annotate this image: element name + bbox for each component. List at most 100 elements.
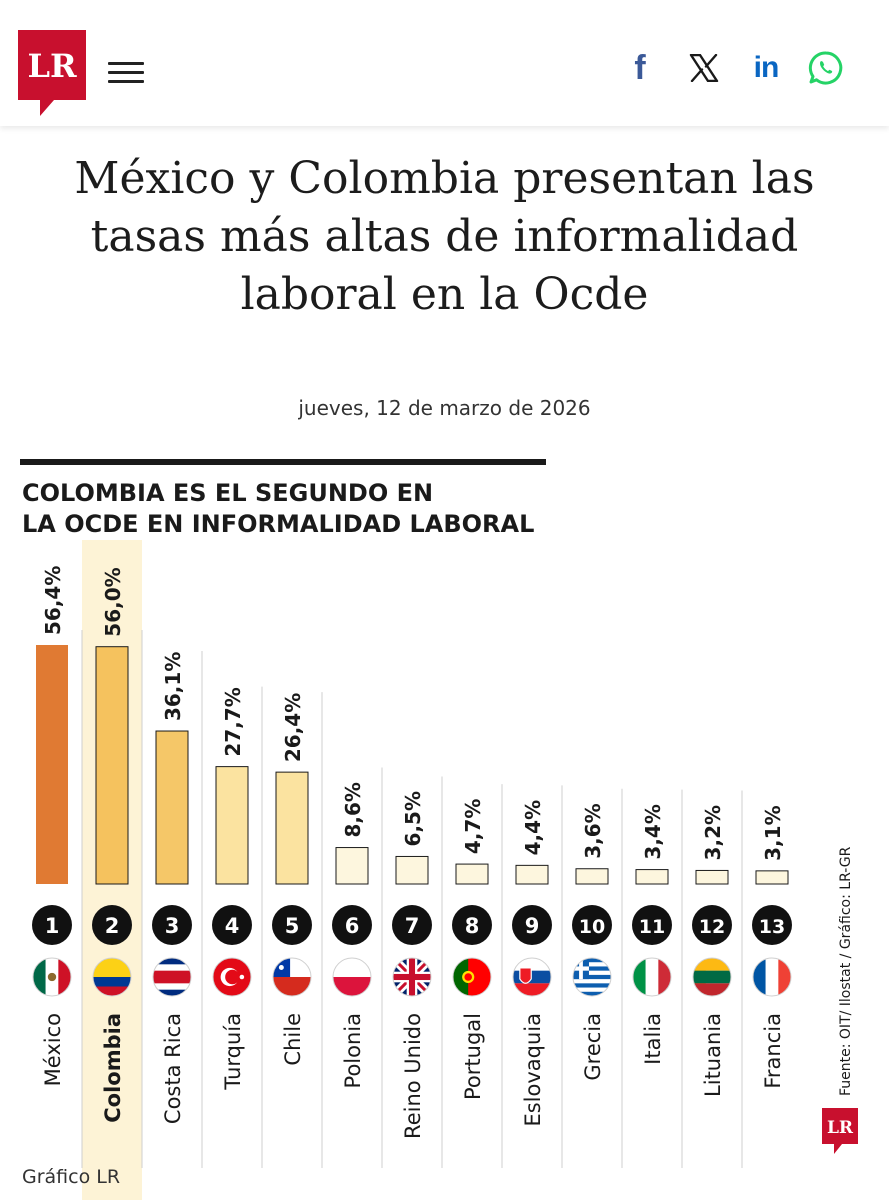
rank-number: 10 — [579, 916, 605, 938]
country-label: Lituania — [701, 1013, 725, 1097]
country-label: Francia — [761, 1013, 785, 1089]
bar — [635, 869, 669, 885]
country-label: México — [41, 1013, 65, 1086]
rank-badge — [512, 905, 552, 945]
bar-group-2: 56,0% 2 Colombia — [92, 567, 132, 1123]
chart-source: Fuente: OIT/ Ilostat / Gráfico: LR-GR — [838, 846, 854, 1096]
country-label: Polonia — [341, 1013, 365, 1088]
bar-group-3: 36,1% 3 Costa Rica — [152, 652, 192, 1124]
linkedin-icon[interactable]: in — [753, 51, 780, 84]
country-label: Turquía — [221, 1013, 245, 1091]
chart-title-line-2: LA OCDE EN INFORMALIDAD LABORAL — [22, 510, 535, 538]
flag-icon-colombia — [92, 957, 132, 997]
flag-icon-méxico — [32, 957, 72, 997]
value-label: 56,0% — [101, 567, 125, 636]
rank-badge — [692, 905, 732, 945]
hamburger-menu-icon[interactable] — [108, 60, 146, 86]
value-label: 26,4% — [281, 693, 305, 762]
country-label: Italia — [641, 1013, 665, 1065]
bar — [395, 855, 429, 885]
flag-icon-eslovaquia — [512, 957, 552, 997]
bar-group-12: 3,2% 12 Lituania — [692, 805, 732, 1097]
rank-number: 9 — [525, 914, 540, 938]
rank-badge — [632, 905, 672, 945]
rank-number: 2 — [105, 914, 120, 938]
rank-number: 13 — [759, 916, 785, 938]
lr-logo[interactable]: LR — [18, 30, 86, 116]
rank-number: 7 — [405, 914, 420, 938]
informality-bar-chart: 56,4% 1 México 56,0% 2 Colombia 36,1% 3 Costa Ri… — [32, 540, 792, 1200]
value-label: 36,1% — [161, 652, 185, 721]
value-label: 3,2% — [701, 805, 725, 860]
bar — [335, 847, 369, 885]
rank-badge — [572, 905, 612, 945]
bar — [155, 730, 189, 885]
rank-number: 4 — [225, 914, 240, 938]
whatsapp-icon[interactable] — [804, 46, 848, 90]
flag-icon-italia — [632, 957, 672, 997]
flag-icon-costa-rica — [152, 957, 192, 997]
flag-icon-grecia — [572, 957, 612, 997]
country-label: Eslovaquia — [521, 1013, 545, 1127]
bar — [575, 868, 609, 885]
bar-group-1: 56,4% 1 México — [32, 566, 72, 1086]
svg-text:LR: LR — [827, 1118, 854, 1138]
value-label: 4,4% — [521, 800, 545, 855]
facebook-icon[interactable]: f — [634, 48, 646, 87]
rank-badge — [752, 905, 792, 945]
bar-group-7: 6,5% 7 Reino Unido — [392, 791, 432, 1139]
article-date: jueves, 12 de marzo de 2026 — [298, 396, 591, 420]
rank-number: 6 — [345, 914, 360, 938]
value-label: 4,7% — [461, 799, 485, 854]
bar — [515, 864, 549, 885]
bar-group-13: 3,1% 13 Francia — [752, 805, 792, 1089]
value-label: 56,4% — [41, 566, 65, 635]
bar-group-4: 27,7% 4 Turquía — [212, 687, 252, 1091]
value-label: 3,4% — [641, 804, 665, 859]
rank-number: 12 — [699, 916, 725, 938]
rank-number: 3 — [165, 914, 180, 938]
country-label: Chile — [281, 1013, 305, 1066]
bar-group-8: 4,7% 8 Portugal — [452, 799, 492, 1100]
x-twitter-icon[interactable] — [684, 46, 724, 90]
rank-badge — [32, 905, 72, 945]
value-label: 3,1% — [761, 805, 785, 860]
rank-badge — [212, 905, 252, 945]
article-headline: México y Colombia presentan las tasas má… — [74, 153, 815, 320]
value-label: 8,6% — [341, 782, 365, 837]
value-label: 6,5% — [401, 791, 425, 846]
bar — [755, 870, 789, 885]
flag-icon-lituania — [692, 957, 732, 997]
flag-icon-francia — [752, 957, 792, 997]
rank-badge — [392, 905, 432, 945]
bar-group-5: 26,4% 5 Chile — [272, 693, 312, 1066]
bar-group-11: 3,4% 11 Italia — [632, 804, 672, 1065]
svg-text:LR: LR — [27, 47, 77, 85]
lr-mini-logo: LR — [822, 1108, 858, 1154]
rank-badge — [152, 905, 192, 945]
rank-badge — [452, 905, 492, 945]
chart-credit: Gráfico LR — [22, 1166, 121, 1188]
rank-badge — [332, 905, 372, 945]
flag-icon-polonia — [332, 957, 372, 997]
site-header: LR f in — [0, 0, 889, 126]
bar — [36, 645, 68, 884]
chart-title-line-1: COLOMBIA ES EL SEGUNDO EN — [22, 479, 434, 507]
flag-icon-portugal — [452, 957, 492, 997]
rank-badge — [272, 905, 312, 945]
bar-group-6: 8,6% 6 Polonia — [332, 782, 372, 1088]
country-label: Reino Unido — [401, 1013, 425, 1139]
flag-icon-chile — [272, 957, 312, 997]
bar — [215, 766, 249, 885]
value-label: 3,6% — [581, 803, 605, 858]
country-label: Grecia — [581, 1013, 605, 1081]
flag-icon-reino-unido — [392, 957, 432, 997]
chart-top-rule — [20, 459, 546, 465]
chart-title: COLOMBIA ES EL SEGUNDO EN LA OCDE EN INF… — [22, 478, 622, 540]
bar-group-9: 4,4% 9 Eslovaquia — [512, 800, 552, 1127]
rank-number: 8 — [465, 914, 480, 938]
rank-number: 1 — [45, 914, 60, 938]
bar — [95, 646, 129, 885]
bar — [695, 869, 729, 885]
country-label: Costa Rica — [161, 1013, 185, 1124]
